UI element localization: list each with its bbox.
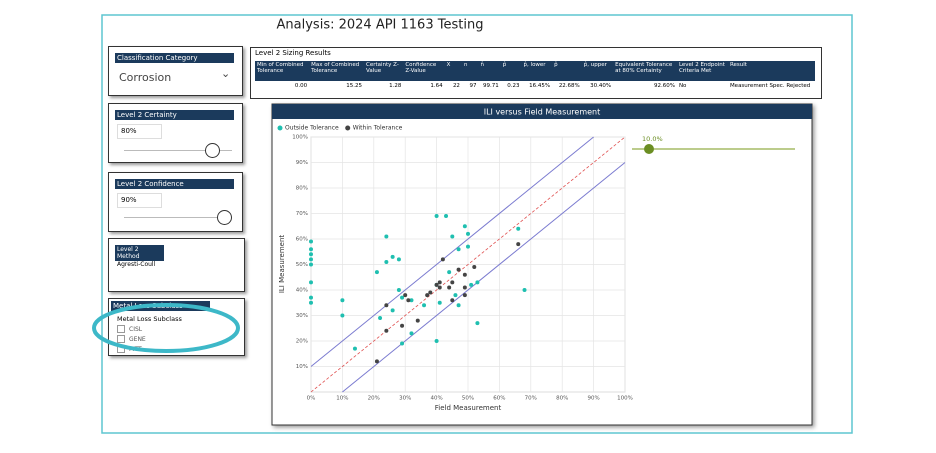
classification-panel[interactable]: Classification Category Corrosion ⌄ (108, 46, 243, 96)
list-item: GENE (117, 334, 146, 344)
cell: 30.40% (590, 83, 612, 89)
cell: 22.68% (558, 83, 580, 89)
column-header: p̂, lower (521, 61, 553, 81)
filter-value: 80% (117, 124, 162, 139)
table-title: Level 2 Sizing Results (255, 49, 331, 57)
page-title: Analysis: 2024 API 1163 Testing (277, 18, 484, 33)
dropdown-icon: ⌄ (221, 67, 231, 80)
filter-label: Classification Category (115, 53, 234, 63)
column-header: p̂ (500, 61, 522, 81)
filter-label: Level 2 Confidence (115, 179, 234, 189)
cell: 1.28 (389, 83, 402, 89)
cell: Measurement Spec. Rejected (729, 83, 811, 89)
cell: 97 (469, 83, 477, 89)
header-row: Min of Combined Tolerance Max of Combined… (255, 61, 815, 81)
column-header: p̂, upper (581, 61, 614, 81)
data-row: 0.00 15.25 1.28 1.64 22 97 99.71 0.23 16.45% 22.6… (255, 81, 815, 91)
item-label: PITT (129, 345, 142, 353)
filter-value: Corrosion (119, 71, 172, 84)
list-item: CISL (117, 324, 146, 334)
list-title: Metal Loss Subclass (117, 315, 182, 323)
cell: 0.23 (507, 83, 520, 89)
frame (101, 14, 853, 434)
column-header: Confidence Z-Value (403, 61, 445, 81)
list: CISL GENE PITT (117, 324, 146, 354)
column-header: Certainty Z-Value (363, 61, 404, 81)
results-panel: Level 2 Sizing Results Min of Combined T… (250, 47, 822, 99)
column-header: n (461, 61, 479, 81)
list-item: PITT (117, 344, 146, 354)
filter-value: Agresti-Coull (117, 261, 156, 268)
filter-label: Level 2 Method (115, 245, 164, 261)
item-label: CISL (129, 325, 143, 333)
results-table: Min of Combined Tolerance Max of Combined… (255, 61, 815, 91)
item-label: GENE (129, 335, 146, 343)
checkbox (117, 345, 125, 353)
slider-track (124, 217, 232, 218)
cell: 0.00 (294, 83, 308, 89)
cell: 22 (452, 83, 460, 89)
cell: 92.60% (653, 83, 675, 89)
column-header: Equivalent Tolerance at 80% Certainty (613, 61, 677, 81)
column-header: Level 2 Endpoint Criteria Met (676, 61, 728, 81)
column-header: Result (727, 61, 815, 81)
cell: 99.71 (483, 83, 499, 89)
subclass-panel[interactable]: Metal Loss Subclass Metal Loss Subclass … (108, 298, 245, 356)
cell: No (678, 83, 687, 89)
slider-knob[interactable] (217, 210, 232, 225)
slider-track (124, 150, 232, 151)
filter-value: 90% (117, 193, 162, 208)
cell: 15.25 (346, 83, 362, 89)
checkbox (117, 325, 125, 333)
column-header: n̂ (478, 61, 501, 81)
column-header: X (444, 61, 462, 81)
cell: 16.45% (529, 83, 551, 89)
column-header: Min of Combined Tolerance (255, 61, 310, 81)
column-header: Max of Combined Tolerance (309, 61, 364, 81)
method-panel: Level 2 Method Agresti-Coull (108, 238, 245, 292)
certainty-panel[interactable]: Level 2 Certainty 80% (108, 103, 243, 163)
filter-label: Metal Loss Subclass (111, 301, 210, 311)
checkbox (117, 335, 125, 343)
confidence-panel[interactable]: Level 2 Confidence 90% (108, 172, 243, 232)
filter-label: Level 2 Certainty (115, 110, 234, 120)
cell: 1.64 (430, 83, 443, 89)
column-header: p̂ (552, 61, 582, 81)
slider-knob[interactable] (205, 143, 220, 158)
